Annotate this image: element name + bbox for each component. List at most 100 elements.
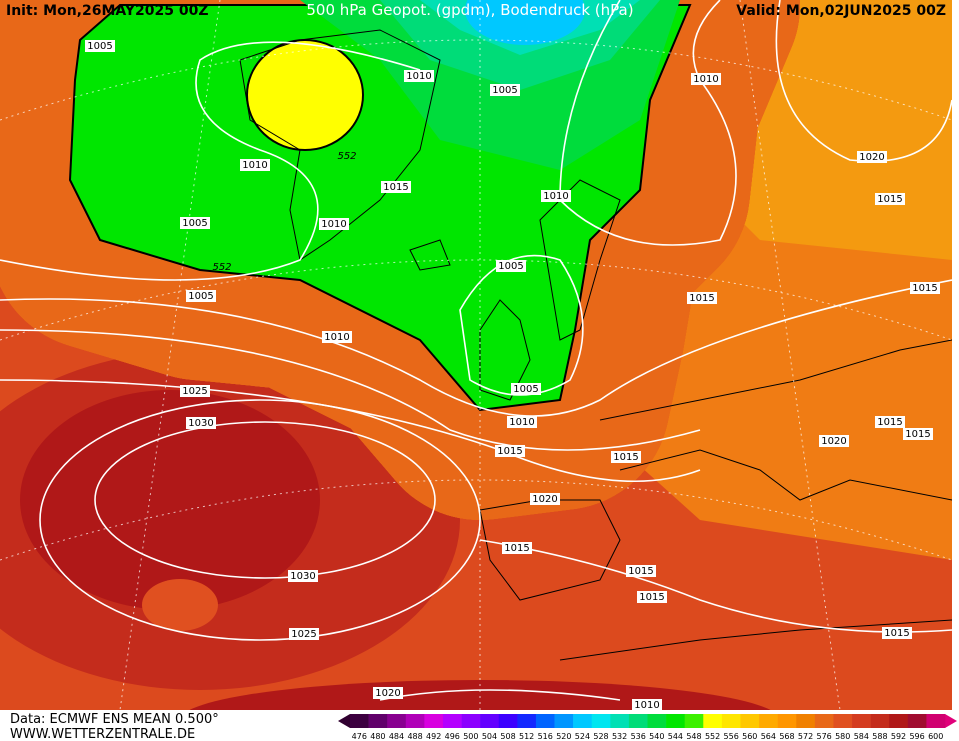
scale-cell (666, 714, 685, 728)
scale-cell (405, 714, 425, 728)
coastlines (239, 29, 952, 661)
scale-label: 516 (538, 732, 553, 741)
valid-time: Valid: Mon,02JUN2025 00Z (736, 3, 946, 19)
contour-label: 1015 (877, 417, 902, 428)
scale-cell (777, 714, 797, 728)
contour-label-box (180, 385, 210, 397)
contour-label-box (882, 627, 912, 639)
scale-label: 548 (686, 732, 701, 741)
contour-label-box (322, 331, 352, 343)
scale-cell (498, 714, 518, 728)
contour-label-box (319, 218, 349, 230)
map-title: 500 hPa Geopot. (gpdm), Bodendruck (hPa) (306, 1, 633, 19)
scale-cell (870, 714, 890, 728)
contour-label-box (490, 84, 520, 96)
scale-label: 572 (798, 732, 813, 741)
contour-label-box (687, 292, 717, 304)
contour-label-box (530, 493, 560, 505)
scale-label: 504 (482, 732, 497, 741)
scale-label: 592 (891, 732, 906, 741)
contour-label-box (186, 417, 216, 429)
contour-label: 1030 (290, 571, 315, 582)
scale-cell (573, 714, 593, 728)
scale-label: 600 (928, 732, 943, 741)
contour-label: 1005 (513, 384, 538, 395)
contour-label: 552 (337, 151, 356, 162)
contour-label: 1015 (884, 628, 909, 639)
scale-cell (368, 714, 388, 728)
scale-label: 528 (593, 732, 608, 741)
scale-arrow-left (338, 714, 350, 728)
scale-cell (461, 714, 481, 728)
scale-label: 512 (519, 732, 534, 741)
site-url: WWW.WETTERZENTRALE.DE (10, 727, 195, 741)
scale-label: 536 (631, 732, 646, 741)
contour-label-box (186, 290, 216, 302)
contour-label: 1010 (634, 700, 659, 711)
scale-label: 532 (612, 732, 627, 741)
contour-label: 1015 (912, 283, 937, 294)
isobars (0, 0, 952, 701)
scale-cell (424, 714, 444, 728)
contour-label: 1025 (291, 629, 316, 640)
scale-cell (591, 714, 611, 728)
contour-label-box (502, 542, 532, 554)
scale-label: 508 (500, 732, 515, 741)
scale-cell (350, 714, 369, 728)
scale-cell (703, 714, 723, 728)
contour-label-box (903, 428, 933, 440)
contour-label: 1015 (639, 592, 664, 603)
init-time: Init: Mon,26MAY2025 00Z (6, 3, 209, 19)
contour-label-box (288, 570, 318, 582)
contour-label-box (875, 416, 905, 428)
scale-cell (647, 714, 667, 728)
scale-cell (628, 714, 648, 728)
scale-label: 524 (575, 732, 590, 741)
contour-label: 1005 (182, 218, 207, 229)
scale-label: 484 (389, 732, 404, 741)
contour-label-box (857, 151, 887, 163)
scale-cell (554, 714, 574, 728)
contour-label: 1020 (375, 688, 400, 699)
scale-cell (926, 714, 946, 728)
contour-label-box (691, 73, 721, 85)
contour-label: 1010 (406, 71, 431, 82)
contour-label-box (637, 591, 667, 603)
contour-label-box (85, 40, 115, 52)
scale-cell (889, 714, 909, 728)
contour-label-box (507, 416, 537, 428)
contour-label: 1005 (188, 291, 213, 302)
scale-label: 580 (835, 732, 850, 741)
contour-label: 1015 (628, 566, 653, 577)
contour-label: 1025 (182, 386, 207, 397)
scale-label: 488 (407, 732, 422, 741)
graticule (0, 0, 952, 710)
contour-label: 1030 (188, 418, 213, 429)
scale-label: 596 (909, 732, 924, 741)
contour-label-box (180, 217, 210, 229)
scale-label: 520 (556, 732, 571, 741)
contour-label-box (626, 565, 656, 577)
contour-label-box (496, 260, 526, 272)
scale-label: 552 (705, 732, 720, 741)
contour-label-box (611, 451, 641, 463)
contour-label: 1010 (324, 332, 349, 343)
scale-cell (814, 714, 834, 728)
scale-cell (833, 714, 853, 728)
scale-label: 480 (370, 732, 385, 741)
contour-label: 1015 (877, 194, 902, 205)
scale-label: 560 (742, 732, 757, 741)
contour-label: 1005 (492, 85, 517, 96)
contour-label-box (404, 70, 434, 82)
scale-cell (610, 714, 630, 728)
contour-label-box (511, 383, 541, 395)
contour-label: 1015 (613, 452, 638, 463)
contour-label: 1015 (905, 429, 930, 440)
contour-label-box (381, 181, 411, 193)
scale-cell (535, 714, 555, 728)
contour-label: 1010 (242, 160, 267, 171)
scale-label: 576 (817, 732, 832, 741)
contour-label: 1015 (497, 446, 522, 457)
